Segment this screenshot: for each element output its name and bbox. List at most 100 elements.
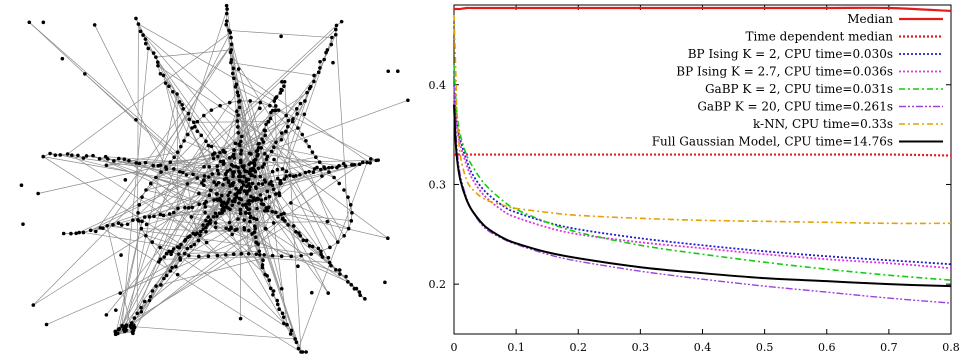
graph-node xyxy=(154,284,158,288)
graph-node xyxy=(291,117,295,121)
graph-node xyxy=(284,174,288,179)
graph-node xyxy=(123,178,128,182)
graph-node xyxy=(267,205,271,210)
graph-node xyxy=(268,116,273,121)
graph-node xyxy=(205,223,210,227)
graph-node xyxy=(44,322,49,327)
graph-node xyxy=(182,251,187,256)
graph-node xyxy=(226,193,230,198)
graph-edge xyxy=(29,21,282,257)
graph-node xyxy=(255,148,260,153)
graph-edge xyxy=(210,183,233,191)
series-line xyxy=(453,14,952,225)
graph-node xyxy=(312,79,316,84)
graph-node xyxy=(360,160,365,165)
graph-node xyxy=(247,211,252,216)
graph-node xyxy=(282,84,286,89)
graph-node xyxy=(316,246,321,251)
graph-node xyxy=(266,119,271,124)
graph-node xyxy=(224,11,229,16)
graph-node xyxy=(275,298,280,303)
graph-edge xyxy=(219,152,232,166)
graph-node xyxy=(236,125,240,129)
legend-label: Time dependent median xyxy=(746,30,894,44)
graph-node xyxy=(118,291,123,295)
graph-node xyxy=(230,203,235,208)
graph-node xyxy=(326,291,330,295)
graph-node xyxy=(144,233,148,238)
graph-node xyxy=(296,126,300,130)
graph-edge xyxy=(163,75,182,147)
graph-node xyxy=(224,19,229,23)
graph-node xyxy=(53,153,58,157)
graph-node xyxy=(282,211,286,216)
graph-node xyxy=(334,23,339,28)
graph-node xyxy=(113,330,118,335)
graph-node xyxy=(333,27,338,32)
graph-node xyxy=(248,167,253,172)
x-tick-label: 0 xyxy=(451,341,458,354)
graph-node xyxy=(260,265,265,270)
series-lines xyxy=(453,6,952,304)
graph-node xyxy=(247,207,252,211)
graph-node xyxy=(260,263,265,267)
graph-node xyxy=(209,108,214,112)
graph-node xyxy=(304,238,309,243)
graph-node xyxy=(253,185,258,189)
graph-node xyxy=(171,210,176,215)
graph-node xyxy=(218,150,222,155)
graph-node xyxy=(330,165,334,170)
graph-edge xyxy=(225,24,266,212)
graph-node xyxy=(270,169,275,174)
graph-node xyxy=(146,46,151,51)
graph-node xyxy=(159,283,163,287)
graph-node xyxy=(261,140,266,144)
graph-node xyxy=(271,292,275,297)
graph-edge xyxy=(247,209,292,257)
graph-node xyxy=(256,152,260,157)
graph-edge xyxy=(335,29,350,229)
graph-edge xyxy=(245,200,253,214)
graph-node xyxy=(151,163,155,168)
graph-node xyxy=(260,137,264,141)
graph-node xyxy=(238,197,243,201)
graph-node xyxy=(158,212,163,217)
graph-edge xyxy=(132,29,337,221)
graph-node xyxy=(154,175,158,180)
graph-node xyxy=(189,215,194,219)
graph-node xyxy=(187,117,191,122)
graph-edge xyxy=(243,176,329,294)
graph-node xyxy=(279,34,283,39)
graph-node xyxy=(236,67,241,71)
graph-node xyxy=(357,290,362,294)
graph-node xyxy=(58,153,63,157)
graph-node xyxy=(175,272,180,277)
graph-node xyxy=(224,253,228,257)
graph-node xyxy=(300,132,305,137)
graph-node xyxy=(363,297,367,301)
graph-node xyxy=(139,305,143,310)
graph-node xyxy=(93,229,98,234)
graph-node xyxy=(343,164,348,168)
graph-edge xyxy=(140,171,310,308)
graph-node xyxy=(273,192,278,196)
graph-edge xyxy=(112,224,188,249)
graph-node xyxy=(268,286,273,291)
graph-node xyxy=(236,130,240,135)
graph-node xyxy=(293,337,297,341)
graph-edge xyxy=(140,31,270,185)
graph-node xyxy=(289,328,294,333)
graph-edge xyxy=(229,208,246,213)
graph-node xyxy=(280,88,284,93)
graph-node xyxy=(140,219,144,224)
graph-node xyxy=(195,176,200,180)
graph-node xyxy=(261,258,265,263)
graph-node xyxy=(271,221,276,225)
graph-node xyxy=(192,242,197,247)
graph-node xyxy=(196,254,201,259)
graph-node xyxy=(136,211,140,215)
graph-node xyxy=(325,48,330,52)
graph-node xyxy=(329,42,334,47)
graph-node xyxy=(230,71,235,76)
graph-edge xyxy=(259,176,270,197)
